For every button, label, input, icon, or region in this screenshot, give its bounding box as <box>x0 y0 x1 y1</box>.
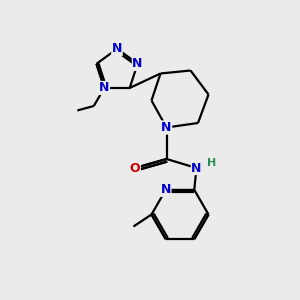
Text: N: N <box>161 121 172 134</box>
Text: H: H <box>208 158 217 168</box>
Text: N: N <box>132 57 143 70</box>
Text: N: N <box>112 42 122 56</box>
Text: N: N <box>160 183 171 196</box>
Text: N: N <box>191 161 202 175</box>
Text: N: N <box>99 82 110 94</box>
Text: O: O <box>130 161 140 175</box>
